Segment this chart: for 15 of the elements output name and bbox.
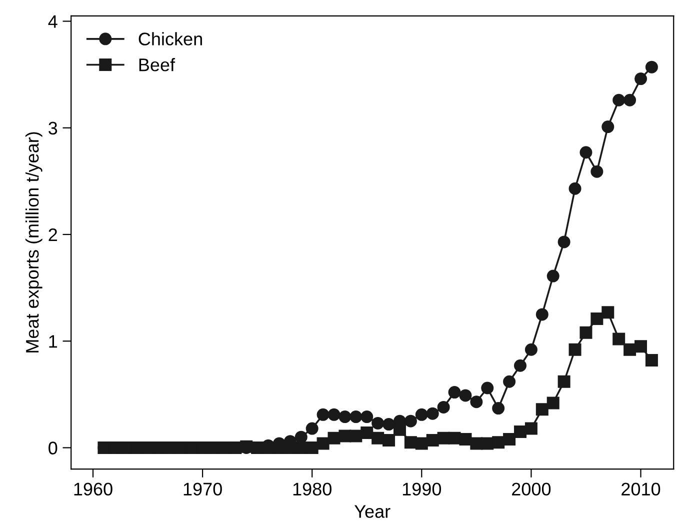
x-tick-label: 1970 bbox=[184, 482, 222, 496]
x-tick-label: 1980 bbox=[293, 482, 332, 496]
x-tick-label: 1990 bbox=[402, 482, 442, 496]
x-tick-label: 1960 bbox=[74, 482, 112, 496]
x-tick-label: 2010 bbox=[622, 482, 660, 496]
legend-label: Beef bbox=[139, 58, 176, 72]
x-tick-label: 2000 bbox=[512, 482, 551, 496]
legend-label: Chicken bbox=[138, 32, 202, 46]
y-tick-label: 4 bbox=[48, 15, 58, 28]
y-tick-label: 3 bbox=[48, 122, 58, 135]
y-tick-label: 0 bbox=[48, 442, 58, 454]
y-tick-label: 1 bbox=[49, 335, 58, 348]
x-axis-title: Year bbox=[354, 505, 390, 518]
y-tick-label: 2 bbox=[48, 228, 57, 242]
y-axis-title: Meat exports (million t/year) bbox=[25, 132, 42, 352]
